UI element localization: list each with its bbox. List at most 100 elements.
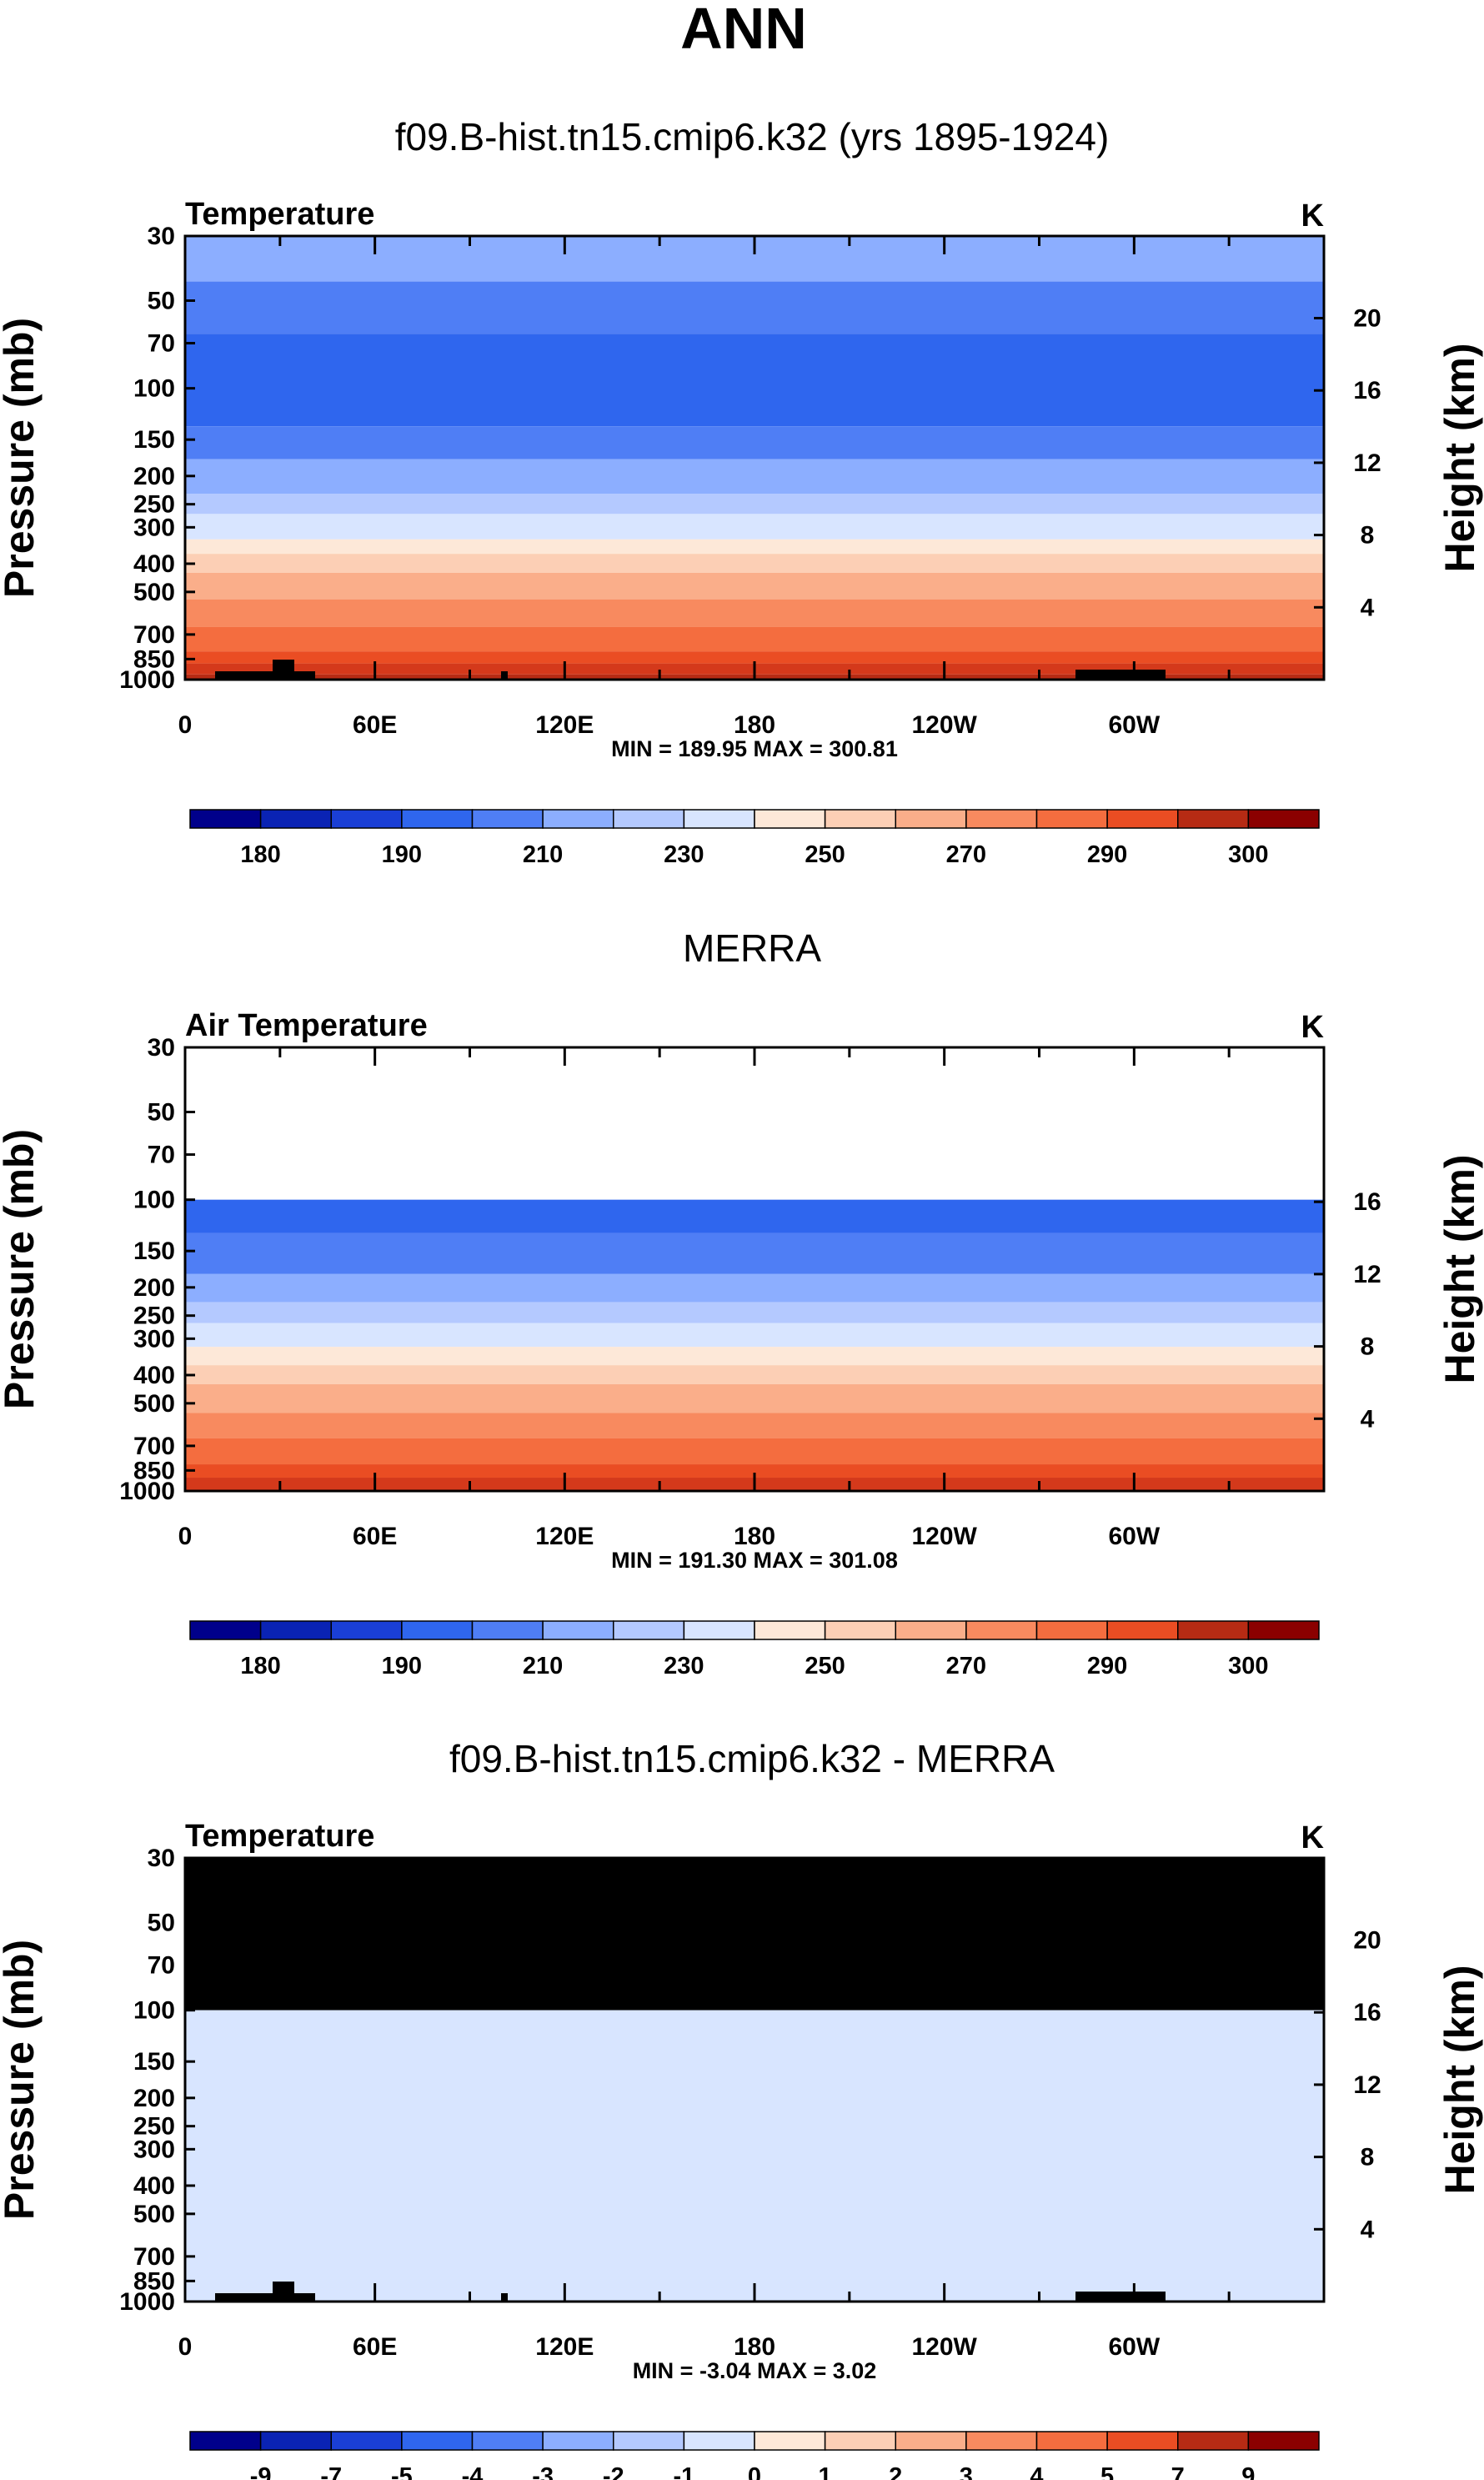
x-tick-label: 120E: [535, 1523, 594, 1550]
y-axis-right: 20 16 12 8 4: [1314, 1927, 1381, 2243]
contour-band: [185, 599, 1324, 627]
panel-3: f09.B-hist.tn15.cmip6.k32 - MERRA Tempera…: [0, 1737, 1483, 2480]
y-tick-label: 30: [148, 1034, 175, 1062]
colorbar-box: [471, 1620, 544, 1640]
x-axis: 0 60E 120E 180 120W 60W: [178, 1047, 1326, 1550]
y-tick-label: 50: [148, 1099, 175, 1127]
contour-band: [185, 459, 1324, 494]
minmax-label: MIN = 189.95 MAX = 300.81: [611, 736, 898, 761]
colorbar-box: [754, 809, 826, 829]
right-tick-label: 8: [1361, 2144, 1375, 2171]
colorbar-label: 250: [805, 841, 845, 868]
colorbar-box: [189, 809, 262, 829]
panel-1: f09.B-hist.tn15.cmip6.k32 (yrs 1895-1924…: [0, 115, 1483, 868]
y-tick-label: 50: [148, 1910, 175, 1937]
contour-band: [185, 1858, 1324, 2011]
y-tick-label: 250: [133, 491, 175, 519]
terrain-andes: [1075, 2292, 1166, 2302]
colorbar-label: 2: [889, 2463, 902, 2480]
y-tick-label: 700: [133, 1433, 175, 1460]
minmax-label: MIN = 191.30 MAX = 301.08: [611, 1548, 898, 1573]
right-tick-label: 4: [1361, 594, 1375, 621]
y-tick-label: 250: [133, 2113, 175, 2141]
contour-band: [185, 539, 1324, 555]
colorbar-box: [683, 2431, 755, 2451]
colorbar-box: [1177, 2431, 1250, 2451]
y-axis-right-label: Height (km): [1436, 1155, 1483, 1384]
right-tick-label: 16: [1353, 377, 1381, 404]
terrain-east-africa: [273, 2282, 294, 2302]
colorbar-box: [401, 1620, 474, 1640]
y-tick-label: 150: [133, 2048, 175, 2076]
contour-band: [185, 2010, 1324, 2302]
colorbar-box: [471, 2431, 544, 2451]
colorbar-box: [189, 1620, 262, 1640]
colorbar-box: [259, 809, 332, 829]
colorbar-box: [1106, 2431, 1179, 2451]
contour-band: [185, 1273, 1324, 1303]
y-axis-right: 20 16 12 8 4: [1314, 305, 1381, 621]
colorbar-box: [824, 1620, 896, 1640]
contour-band: [185, 626, 1324, 652]
colorbar-label: -3: [532, 2463, 554, 2480]
colorbar-box: [401, 809, 474, 829]
y-tick-label: 500: [133, 1390, 175, 1418]
y-tick-label: 1000: [119, 666, 175, 694]
colorbar-label: 190: [382, 1653, 422, 1679]
colorbar-box: [542, 1620, 614, 1640]
contour-band: [185, 426, 1324, 459]
colorbar-box: [754, 2431, 826, 2451]
colorbar-label: 210: [523, 1653, 563, 1679]
colorbar-label: -4: [462, 2463, 484, 2480]
colorbar-label: 270: [946, 841, 986, 868]
y-tick-label: 70: [148, 330, 175, 358]
colorbar-box: [965, 2431, 1038, 2451]
colorbar-label: 300: [1228, 1653, 1268, 1679]
right-tick-label: 4: [1361, 1405, 1375, 1433]
colorbar-label: 1: [819, 2463, 832, 2480]
panel-title: f09.B-hist.tn15.cmip6.k32 (yrs 1895-1924…: [395, 115, 1110, 158]
terrain-himalaya: [501, 671, 508, 680]
contour-band: [185, 1464, 1324, 1478]
panel-left-label: Temperature: [185, 197, 374, 232]
colorbar-box: [613, 1620, 685, 1640]
colorbar-box: [683, 1620, 755, 1640]
colorbar-box: [1247, 2431, 1320, 2451]
x-tick-label: 0: [178, 1523, 193, 1550]
x-tick-label: 60E: [353, 2333, 397, 2361]
right-tick-label: 16: [1353, 1188, 1381, 1216]
y-tick-label: 400: [133, 1362, 175, 1389]
right-tick-label: 20: [1353, 305, 1381, 333]
y-tick-label: 200: [133, 1274, 175, 1302]
colorbar-label: 230: [664, 1653, 704, 1679]
colorbar-box: [895, 2431, 967, 2451]
terrain-east-africa: [273, 660, 294, 680]
y-tick-label: 70: [148, 1142, 175, 1169]
colorbar-box: [1177, 809, 1250, 829]
y-tick-label: 500: [133, 579, 175, 606]
x-axis: 0 60E 120E 180 120W 60W: [178, 236, 1326, 739]
right-tick-label: 12: [1353, 2071, 1381, 2099]
y-tick-label: 200: [133, 463, 175, 490]
colorbar-box: [330, 1620, 403, 1640]
y-tick-label: 700: [133, 2243, 175, 2271]
right-tick-label: 4: [1361, 2216, 1375, 2243]
y-axis-label: Pressure (mb): [0, 318, 43, 598]
y-tick-label: 50: [148, 288, 175, 315]
colorbar-box: [613, 2431, 685, 2451]
colorbar-label: 180: [240, 841, 280, 868]
colorbar-label: 3: [960, 2463, 973, 2480]
right-tick-label: 8: [1361, 522, 1375, 550]
units-label: K: [1301, 1010, 1325, 1045]
colorbar: 180 190 210 230 250 270 290 300: [189, 1620, 1320, 1679]
x-tick-label: 120E: [535, 2333, 594, 2361]
contour-band: [185, 651, 1324, 664]
colorbar-label: 290: [1087, 1653, 1127, 1679]
terrain-himalaya: [501, 2293, 508, 2302]
colorbar-label: 300: [1228, 841, 1268, 868]
contour-band: [185, 1302, 1324, 1323]
colorbar-box: [895, 1620, 967, 1640]
